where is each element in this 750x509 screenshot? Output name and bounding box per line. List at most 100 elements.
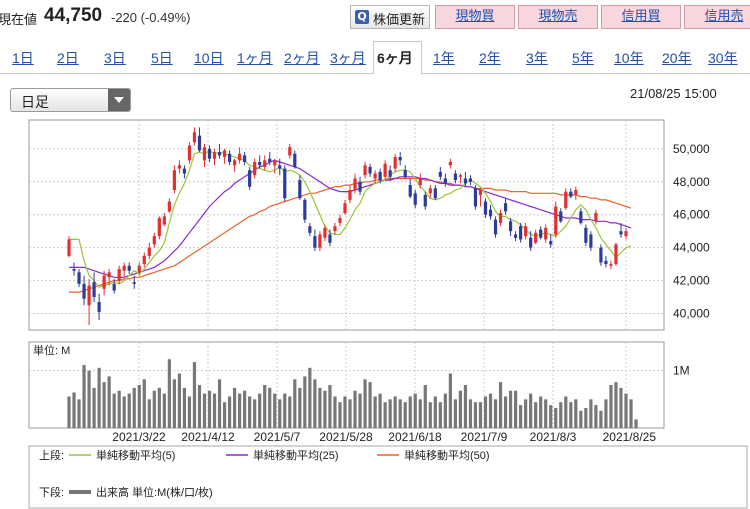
tab-1m[interactable]: 1ヶ月	[237, 50, 273, 66]
candle-down	[619, 231, 623, 235]
tab-30y[interactable]: 30年	[708, 50, 738, 66]
tab-20y[interactable]: 20年	[662, 50, 692, 66]
candle-up	[343, 203, 347, 214]
candle-up	[353, 178, 357, 190]
candle-up	[554, 206, 558, 235]
candle-down	[132, 282, 136, 284]
candle-up	[348, 190, 352, 200]
candle-down	[308, 226, 312, 233]
candle-down	[584, 227, 588, 243]
cash-sell-button[interactable]: 現物売	[518, 5, 598, 29]
volume-bar	[343, 396, 347, 428]
volume-bar	[609, 385, 613, 428]
candle-up	[202, 147, 207, 161]
volume-bar	[197, 385, 202, 428]
legend-lower-label: 下段:	[39, 485, 64, 499]
volume-bar	[87, 370, 91, 428]
volume-bar	[629, 399, 633, 428]
volume-bar	[177, 373, 181, 428]
volume-bar	[503, 396, 508, 428]
candle-down	[283, 168, 287, 199]
volume-bar	[634, 419, 638, 428]
tab-10d[interactable]: 10日	[194, 50, 224, 66]
volume-bar	[212, 393, 217, 428]
candle-down	[398, 157, 402, 161]
candle-down	[82, 283, 86, 299]
candle-down	[77, 272, 81, 284]
volume-bar	[468, 399, 473, 428]
volume-bar	[152, 390, 156, 428]
tab-1y[interactable]: 1年	[433, 50, 455, 66]
volume-bar	[458, 390, 463, 428]
candle-down	[604, 260, 608, 265]
candle-down	[298, 180, 302, 199]
candle-down	[313, 236, 317, 248]
date-tick-label: 2021/6/18	[388, 430, 442, 444]
candle-up	[177, 165, 181, 169]
volume-bar	[388, 399, 392, 428]
margin-sell-button[interactable]: 信用売	[684, 5, 750, 29]
tab-10y[interactable]: 10年	[614, 50, 644, 66]
tab-6m[interactable]: 6ヶ月	[377, 50, 413, 66]
legend-upper-label: 上段:	[39, 448, 64, 462]
candle-down	[268, 158, 272, 162]
candle-down	[243, 155, 247, 162]
cash-buy-button[interactable]: 現物買	[435, 5, 515, 29]
candle-down	[358, 181, 362, 192]
volume-bar	[443, 393, 447, 428]
candle-down	[569, 191, 573, 197]
candle-up	[323, 227, 327, 238]
chevron-down-icon	[108, 89, 130, 111]
candle-down	[433, 188, 437, 199]
candle-up	[187, 145, 192, 161]
tab-5y[interactable]: 5年	[572, 50, 594, 66]
refresh-price-button[interactable]: Q 株価更新	[350, 5, 430, 29]
tab-3m[interactable]: 3ヶ月	[330, 50, 366, 66]
volume-bar	[594, 405, 598, 428]
candle-down	[468, 178, 473, 182]
candle-interval-select[interactable]: 日足	[10, 88, 131, 112]
candle-down	[227, 153, 232, 162]
candle-down	[488, 209, 493, 217]
candle-down	[579, 211, 583, 223]
candle-down	[514, 234, 518, 238]
tab-2y[interactable]: 2年	[479, 50, 501, 66]
candle-up	[393, 157, 397, 169]
volume-bar	[167, 359, 171, 428]
volume-bar	[448, 373, 452, 428]
volume-bar	[308, 367, 312, 428]
tab-2d[interactable]: 2日	[57, 50, 79, 66]
volume-bar	[97, 367, 101, 428]
candle-up	[544, 227, 548, 240]
ma5-line	[69, 149, 632, 288]
volume-bar	[283, 393, 287, 428]
volume-bar	[288, 396, 292, 428]
volume-bar	[147, 399, 151, 428]
volume-bar	[574, 399, 578, 428]
margin-buy-button[interactable]: 信用買	[601, 5, 681, 29]
candle-down	[258, 162, 262, 166]
volume-bar	[333, 396, 337, 428]
tab-2m[interactable]: 2ヶ月	[284, 50, 320, 66]
volume-bar	[132, 387, 136, 428]
volume-bar	[529, 393, 533, 428]
volume-bar	[162, 393, 166, 428]
price-tick-label: 44,000	[673, 241, 710, 255]
legend-box	[28, 445, 748, 509]
volume-bar	[293, 379, 297, 428]
candle-down	[423, 194, 427, 207]
volume-bar	[217, 379, 222, 428]
current-price-value: 44,750	[44, 5, 103, 26]
candle-up	[338, 218, 342, 223]
tab-1d[interactable]: 1日	[12, 50, 34, 66]
volume-bar	[117, 390, 121, 428]
volume-bar	[373, 396, 377, 428]
tab-3y[interactable]: 3年	[526, 50, 548, 66]
tab-3d[interactable]: 3日	[104, 50, 126, 66]
volume-bar	[127, 393, 131, 428]
tab-5d[interactable]: 5日	[151, 50, 173, 66]
candle-up	[162, 216, 166, 225]
candle-up	[478, 190, 483, 195]
volume-bar	[549, 405, 553, 428]
